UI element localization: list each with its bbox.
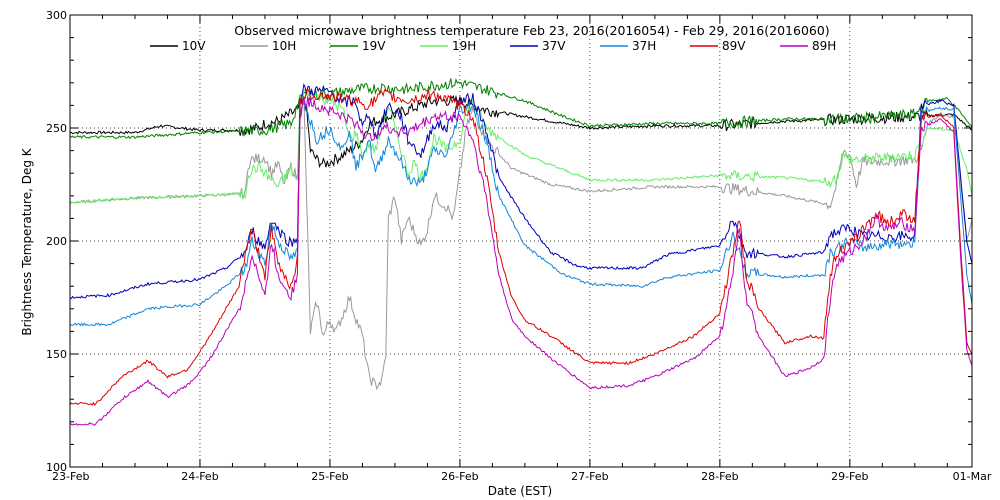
legend-label-89v: 89V (722, 39, 746, 53)
x-tick-label: 24-Feb (181, 470, 218, 483)
legend-label-19h: 19H (452, 39, 476, 53)
legend-label-37h: 37H (632, 39, 656, 53)
y-tick-label: 200 (46, 235, 67, 248)
legend-label-19v: 19V (362, 39, 386, 53)
x-tick-label: 27-Feb (571, 470, 608, 483)
x-tick-label: 25-Feb (311, 470, 348, 483)
y-tick-label: 100 (46, 461, 67, 474)
legend-label-89h: 89H (812, 39, 836, 53)
grid-lines (70, 15, 972, 467)
x-tick-label: 23-Feb (52, 470, 89, 483)
series-line-37v (69, 82, 973, 300)
series-line-89v (69, 88, 973, 406)
legend: 10V 10H 19V 19H 37V 37H 89V 89H (150, 39, 836, 53)
x-tick-label: 26-Feb (441, 470, 478, 483)
legend-label-37v: 37V (542, 39, 566, 53)
y-tick-label: 300 (46, 9, 67, 22)
axis-ticks: 100 150 200 250 300 23-Feb 24-Feb 25-Feb 26-Feb 2… (46, 9, 992, 483)
y-tick-label: 250 (46, 122, 67, 135)
series-line-37h (69, 101, 973, 327)
series-line-10v (69, 94, 973, 169)
y-tick-label: 150 (46, 348, 67, 361)
x-tick-label: 28-Feb (701, 470, 738, 483)
plot-frame (69, 14, 973, 468)
y-axis-label: Brightness Temperature, Deg K (20, 147, 34, 335)
x-tick-label: 29-Feb (831, 470, 868, 483)
x-tick-label: 01-Mar (953, 470, 992, 483)
series-line-89h (69, 96, 973, 426)
legend-label-10v: 10V (182, 39, 206, 53)
legend-label-10h: 10H (272, 39, 296, 53)
series-line-19v (69, 78, 973, 140)
x-axis-label: Date (EST) (488, 484, 552, 498)
series-lines (69, 78, 973, 426)
chart-title: Observed microwave brightness temperatur… (234, 23, 829, 38)
series-line-19h (69, 88, 973, 205)
